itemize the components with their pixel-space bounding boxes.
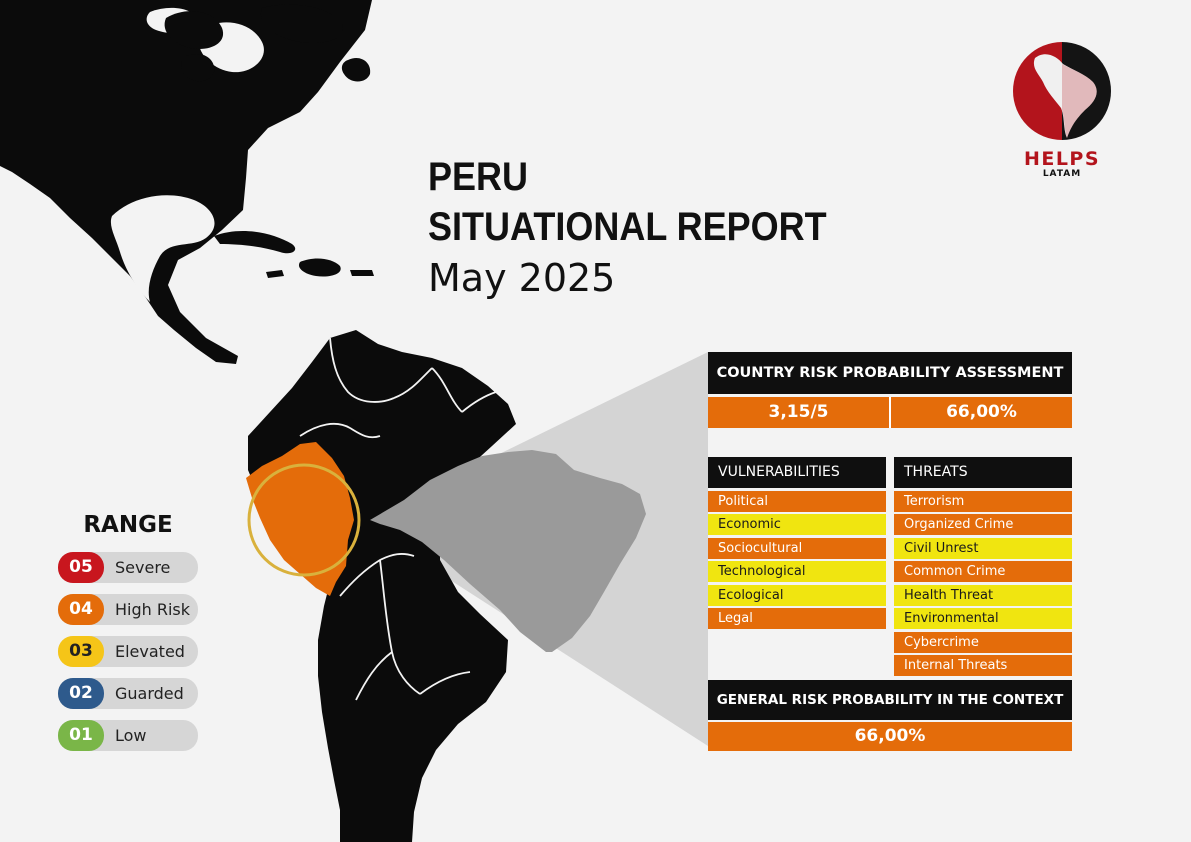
range-level: 02 Guarded — [58, 678, 198, 709]
vulnerabilities-list: Political Economic Sociocultural Technologi… — [708, 490, 886, 629]
north-america-landmass — [0, 0, 372, 364]
newfoundland — [341, 57, 371, 82]
vulnerability-item: Economic — [708, 514, 886, 535]
range-level: 03 Elevated — [58, 636, 198, 667]
assessment-values: 3,15/5 66,00% — [708, 397, 1072, 428]
threat-item: Common Crime — [894, 561, 1072, 582]
vulnerability-item: Ecological — [708, 584, 886, 606]
title-report: SITUATIONAL REPORT — [428, 205, 827, 249]
range-level-label: Low — [115, 726, 147, 745]
vulnerability-item: Sociocultural — [708, 537, 886, 559]
logo-subname: LATAM — [1042, 169, 1082, 179]
gulf-of-mexico — [110, 195, 215, 302]
jamaica — [266, 270, 284, 278]
arctic-island-1 — [164, 11, 224, 50]
peru-highlight — [246, 442, 354, 596]
range-level-number: 05 — [58, 552, 104, 583]
hispaniola — [298, 258, 341, 277]
vulnerability-item: Legal — [708, 608, 886, 629]
risk-panel: COUNTRY RISK PROBABILITY ASSESSMENT 3,15… — [708, 352, 1072, 751]
general-risk: GENERAL RISK PROBABILITY IN THE CONTEXT … — [708, 680, 1072, 751]
threat-item: Organized Crime — [894, 514, 1072, 535]
report-title: PERU SITUATIONAL REPORT May 2025 — [428, 152, 871, 302]
arctic-island-2 — [181, 53, 215, 82]
range-level-number: 04 — [58, 594, 104, 625]
assessment-percentage: 66,00% — [891, 397, 1072, 428]
helps-latam-logo: HELPS LATAM — [1008, 40, 1116, 179]
range-rows: 05 Severe 04 High Risk 03 Elevated 02 Guarded 01… — [58, 552, 198, 751]
general-risk-value: 66,00% — [708, 722, 1072, 751]
title-date: May 2025 — [428, 256, 616, 300]
range-level: 04 High Risk — [58, 594, 198, 625]
range-level-label: Severe — [115, 558, 171, 577]
logo-name: HELPS — [1023, 148, 1101, 170]
range-title: RANGE — [83, 512, 173, 538]
range-level: 01 Low — [58, 720, 198, 751]
title-country: PERU — [428, 155, 529, 199]
brazil-zoom-shape — [370, 450, 646, 652]
range-level-number: 01 — [58, 720, 104, 751]
threat-item: Environmental — [894, 608, 1072, 629]
range-level-label: High Risk — [115, 600, 191, 619]
threat-item: Cybercrime — [894, 631, 1072, 653]
arctic-island-3 — [260, 4, 343, 44]
puerto-rico — [350, 270, 374, 276]
vulnerability-item: Technological — [708, 561, 886, 582]
threat-item: Terrorism — [894, 490, 1072, 512]
risk-columns: VULNERABILITIES Political Economic Sociocu… — [708, 457, 1072, 676]
threat-item: Internal Threats — [894, 655, 1072, 676]
globe-logo-icon — [1013, 42, 1111, 140]
range-level-number: 02 — [58, 678, 104, 709]
country-borders — [299, 337, 497, 701]
range-level-label: Guarded — [115, 684, 184, 703]
range-level-number: 03 — [58, 636, 104, 667]
vulnerabilities-header: VULNERABILITIES — [708, 457, 886, 488]
general-risk-header: GENERAL RISK PROBABILITY IN THE CONTEXT — [708, 680, 1072, 720]
range-legend: RANGE 05 Severe 04 High Risk 03 Elevated 02 Gua… — [58, 510, 198, 762]
range-level-label: Elevated — [115, 642, 185, 661]
focus-ring — [247, 463, 361, 577]
vulnerability-item: Political — [708, 490, 886, 512]
threats-column: THREATS Terrorism Organized Crime Civil Un… — [894, 457, 1072, 676]
cuba — [214, 230, 296, 254]
threat-item: Civil Unrest — [894, 537, 1072, 559]
threats-list: Terrorism Organized Crime Civil Unrest Comm… — [894, 490, 1072, 676]
threats-header: THREATS — [894, 457, 1072, 488]
threat-item: Health Threat — [894, 584, 1072, 606]
range-level: 05 Severe — [58, 552, 198, 583]
assessment-header: COUNTRY RISK PROBABILITY ASSESSMENT — [708, 352, 1072, 394]
assessment-score: 3,15/5 — [708, 397, 889, 428]
vulnerabilities-column: VULNERABILITIES Political Economic Sociocu… — [708, 457, 886, 676]
